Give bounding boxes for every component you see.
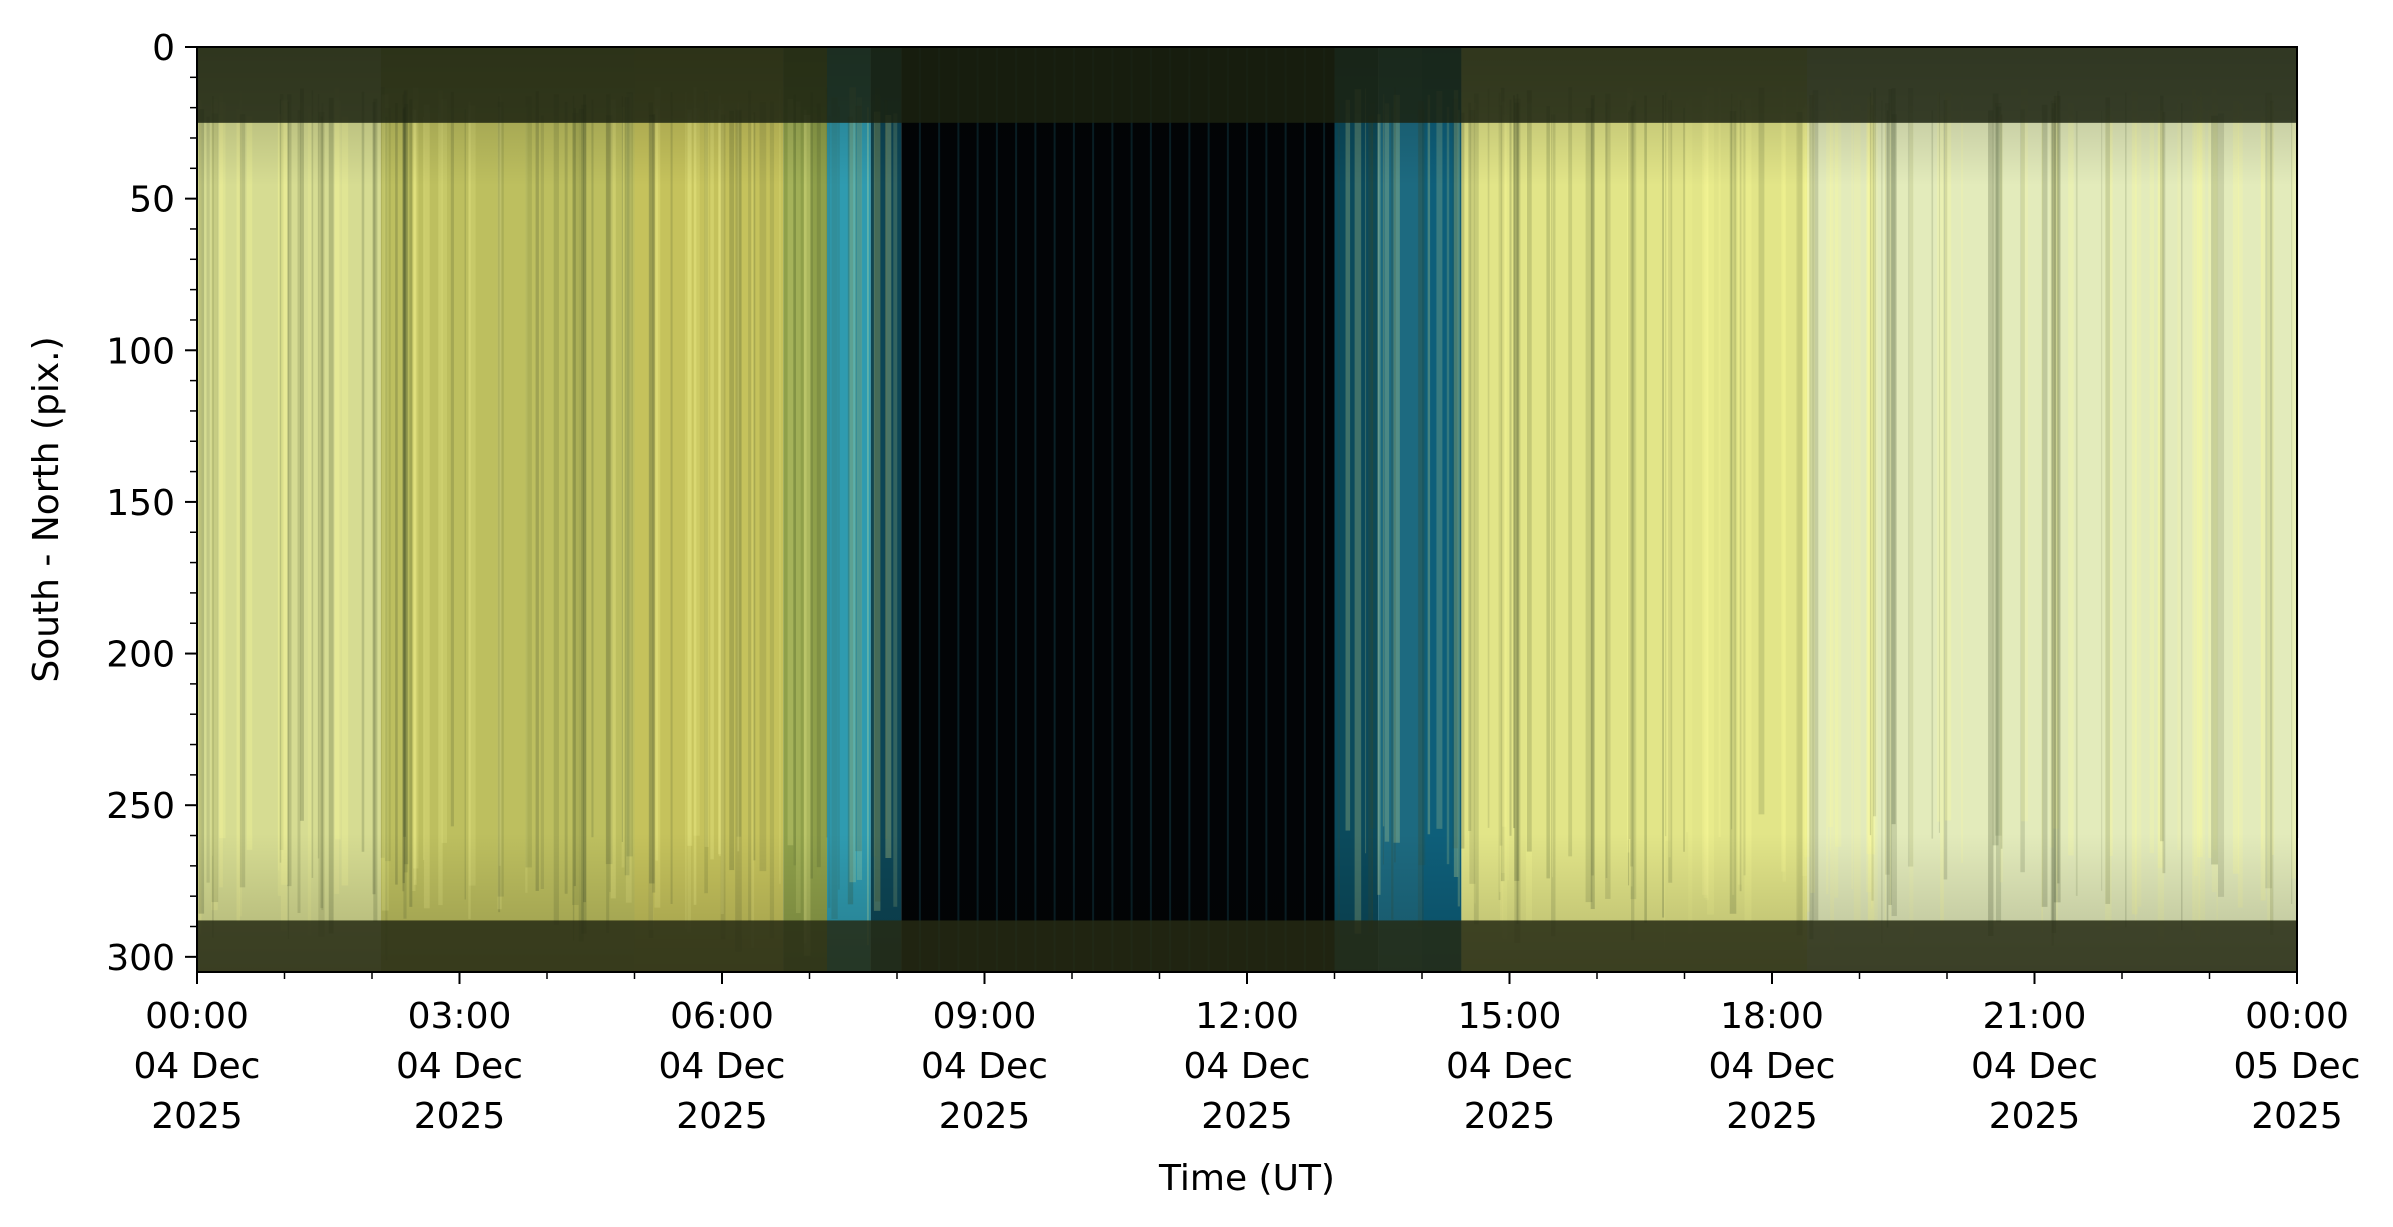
y-tick-label: 100: [106, 331, 175, 372]
y-tick-label: 300: [106, 938, 175, 979]
horizontal-band-0: [197, 47, 2297, 123]
horizontal-band-1: [197, 920, 2297, 972]
y-tick-label: 50: [129, 180, 175, 221]
horizontal-bands: [197, 47, 2297, 972]
y-axis: 0 50 100 150 200 250 300: [106, 28, 197, 979]
y-tick-label: 250: [106, 786, 175, 827]
x-tick-label: 09:00 04 Dec 2025: [921, 996, 1048, 1137]
x-tick-label: 03:00 04 Dec 2025: [396, 996, 523, 1137]
x-axis-label: Time (UT): [1158, 1158, 1335, 1199]
x-tick-label: 15:00 04 Dec 2025: [1446, 996, 1573, 1137]
x-tick-label: 00:00 05 Dec 2025: [2234, 996, 2361, 1137]
x-axis: 00:00 04 Dec 2025 03:00 04 Dec 2025 06:00 04 De…: [134, 972, 2361, 1137]
x-tick-label: 06:00 04 Dec 2025: [659, 996, 786, 1137]
y-tick-label: 0: [152, 28, 175, 69]
x-tick-label: 12:00 04 Dec 2025: [1184, 996, 1311, 1137]
vertical-shade: [197, 47, 2297, 972]
x-tick-label: 00:00 04 Dec 2025: [134, 996, 261, 1137]
streak-overlay: [197, 47, 2299, 972]
x-tick-label: 21:00 04 Dec 2025: [1971, 996, 2098, 1137]
x-tick-label: 18:00 04 Dec 2025: [1709, 996, 1836, 1137]
y-tick-label: 150: [106, 483, 175, 524]
y-tick-label: 200: [106, 635, 175, 676]
y-axis-label: South - North (pix.): [26, 336, 67, 682]
